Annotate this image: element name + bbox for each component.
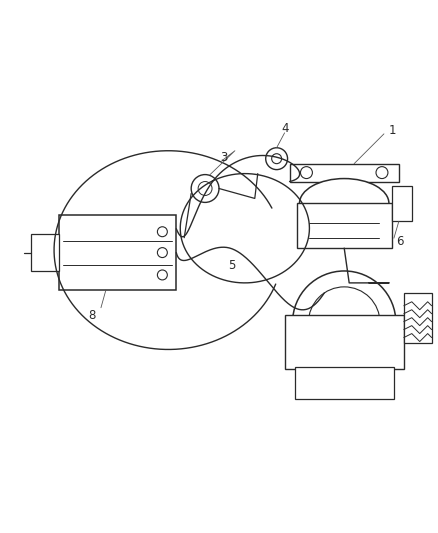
- Circle shape: [375, 167, 387, 179]
- Circle shape: [191, 175, 219, 203]
- Circle shape: [157, 227, 167, 237]
- Ellipse shape: [299, 179, 388, 228]
- Text: 3: 3: [219, 151, 227, 164]
- Bar: [294, 367, 393, 399]
- Circle shape: [271, 154, 281, 164]
- Text: 5: 5: [227, 259, 235, 271]
- Text: 4: 4: [281, 123, 289, 135]
- Text: 8: 8: [88, 309, 95, 322]
- Bar: [284, 314, 403, 369]
- Circle shape: [308, 287, 379, 358]
- Circle shape: [157, 270, 167, 280]
- Text: 1: 1: [388, 124, 396, 138]
- Bar: [403, 293, 431, 343]
- Circle shape: [265, 148, 287, 169]
- Bar: [31, 234, 59, 271]
- Bar: [59, 215, 176, 290]
- Circle shape: [198, 182, 212, 196]
- Circle shape: [157, 248, 167, 257]
- Bar: [391, 185, 411, 221]
- Text: 6: 6: [395, 235, 403, 248]
- Bar: [289, 164, 398, 182]
- Bar: [296, 204, 391, 248]
- Circle shape: [300, 167, 312, 179]
- Circle shape: [292, 271, 395, 374]
